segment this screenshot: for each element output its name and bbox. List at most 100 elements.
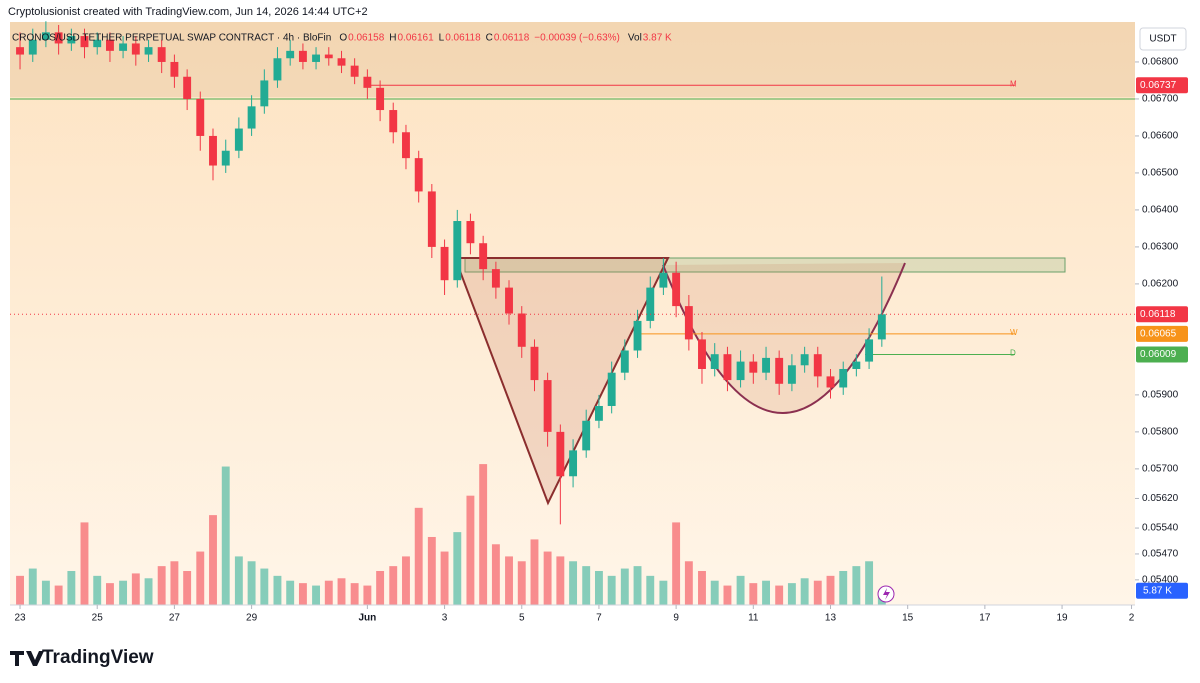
- currency-button[interactable]: [1139, 27, 1187, 51]
- candle-body: [582, 420, 591, 451]
- volume-bar: [260, 568, 269, 605]
- candle-body: [376, 87, 385, 111]
- candle-body: [28, 39, 37, 55]
- resistance-zone: [464, 257, 1066, 273]
- y-tick-label: 0.06800: [1142, 57, 1179, 68]
- level-tag: [1136, 325, 1188, 342]
- volume-bar: [787, 583, 796, 605]
- volume-bar: [607, 575, 616, 605]
- volume-bar: [530, 539, 539, 605]
- x-tick-label: 27: [169, 613, 181, 624]
- candle-body: [260, 80, 269, 107]
- currency-button-label[interactable]: USDT: [1149, 34, 1176, 45]
- candle-body: [170, 61, 179, 77]
- volume-label: Vol: [628, 33, 642, 44]
- x-tick-label: 19: [1056, 613, 1068, 624]
- volume-bar: [659, 580, 668, 605]
- level-tag-label: 0.06009: [1140, 349, 1177, 360]
- volume-bar: [736, 575, 745, 605]
- candle-body: [298, 50, 307, 62]
- candle-body: [312, 54, 320, 62]
- x-tick-label: 11: [748, 613, 759, 624]
- candle-body: [749, 361, 758, 373]
- candle-body: [826, 376, 835, 388]
- ohlc-label: O: [339, 33, 347, 44]
- candle-body: [800, 354, 809, 366]
- candle-body: [659, 272, 668, 288]
- candle-body: [633, 320, 642, 351]
- candle-body: [556, 431, 565, 477]
- volume-bar: [633, 566, 642, 605]
- candle-body: [93, 39, 102, 48]
- x-tick-label: Jun: [358, 613, 376, 624]
- ohlc-label: L: [439, 33, 445, 44]
- volume-bar: [517, 561, 526, 605]
- ohlc-value: 0.06118: [445, 33, 481, 44]
- candle-body: [54, 32, 63, 44]
- level-tag: [1136, 346, 1188, 363]
- legend: CRONOS/USD TETHER PERPETUAL SWAP CONTRAC…: [12, 33, 672, 44]
- volume-bar: [350, 583, 359, 605]
- volume-bar: [221, 466, 230, 605]
- y-tick-label: 0.05800: [1142, 427, 1179, 438]
- candle-body: [723, 354, 732, 381]
- x-tick-label: 25: [92, 613, 104, 624]
- volume-bar: [453, 532, 462, 605]
- candle-body: [517, 313, 526, 347]
- level-tag-label: 0.06737: [1140, 80, 1177, 91]
- level-name: M: [1010, 79, 1017, 88]
- candle-body: [440, 246, 449, 281]
- candle-body: [80, 36, 89, 48]
- time-axis-panel: [0, 605, 1200, 630]
- volume-bar: [466, 495, 475, 605]
- candle-body: [350, 65, 359, 77]
- y-tick-label: 0.06300: [1142, 242, 1179, 253]
- symbol: CRONOS/USD TETHER PERPETUAL SWAP CONTRAC…: [12, 33, 331, 44]
- volume-bar: [196, 551, 205, 605]
- candle-body: [479, 243, 488, 270]
- candle-body: [337, 58, 346, 66]
- volume-bar: [119, 580, 128, 605]
- candle-body: [698, 339, 706, 369]
- candle-body: [453, 221, 462, 281]
- level-tag: [1136, 77, 1188, 94]
- x-tick-label: 17: [979, 613, 991, 624]
- zone-shade: [10, 22, 1135, 97]
- candle-body: [620, 350, 629, 373]
- volume-bar: [131, 573, 140, 605]
- volume-bar: [247, 561, 256, 605]
- candle-body: [106, 39, 114, 51]
- x-tick-label: 15: [902, 613, 914, 624]
- candle-body: [505, 287, 513, 314]
- candle-body: [363, 76, 372, 88]
- candle-body: [466, 221, 475, 244]
- y-tick-label: 0.05620: [1142, 493, 1179, 504]
- volume-bar: [312, 585, 320, 605]
- y-tick-label: 0.06200: [1142, 279, 1179, 290]
- brand-logo: [10, 651, 44, 666]
- volume-bar: [363, 585, 372, 605]
- volume-bar: [28, 568, 37, 605]
- y-tick-label: 0.06500: [1142, 168, 1179, 179]
- x-tick-label: 3: [442, 613, 448, 624]
- volume-bar: [723, 585, 732, 605]
- ohlc-value: 0.06118: [494, 33, 530, 44]
- y-tick-label: 0.05700: [1142, 464, 1179, 475]
- volume-bar: [582, 566, 591, 605]
- volume-bar: [16, 575, 24, 605]
- candle-body: [775, 357, 784, 384]
- candle-body: [183, 76, 192, 99]
- candle-body: [209, 135, 217, 166]
- candle-body: [710, 354, 719, 369]
- volume-bar: [826, 575, 835, 605]
- candle-body: [672, 272, 681, 307]
- volume-bar: [54, 585, 63, 605]
- volume-bar: [543, 551, 552, 605]
- last-price-tag-label: 0.06118: [1140, 309, 1176, 320]
- candle-body: [762, 357, 770, 373]
- volume-bar: [839, 570, 848, 605]
- candle-body: [684, 306, 693, 340]
- volume-bar: [170, 561, 179, 605]
- candle-body: [402, 132, 410, 159]
- volume-bar: [144, 578, 153, 605]
